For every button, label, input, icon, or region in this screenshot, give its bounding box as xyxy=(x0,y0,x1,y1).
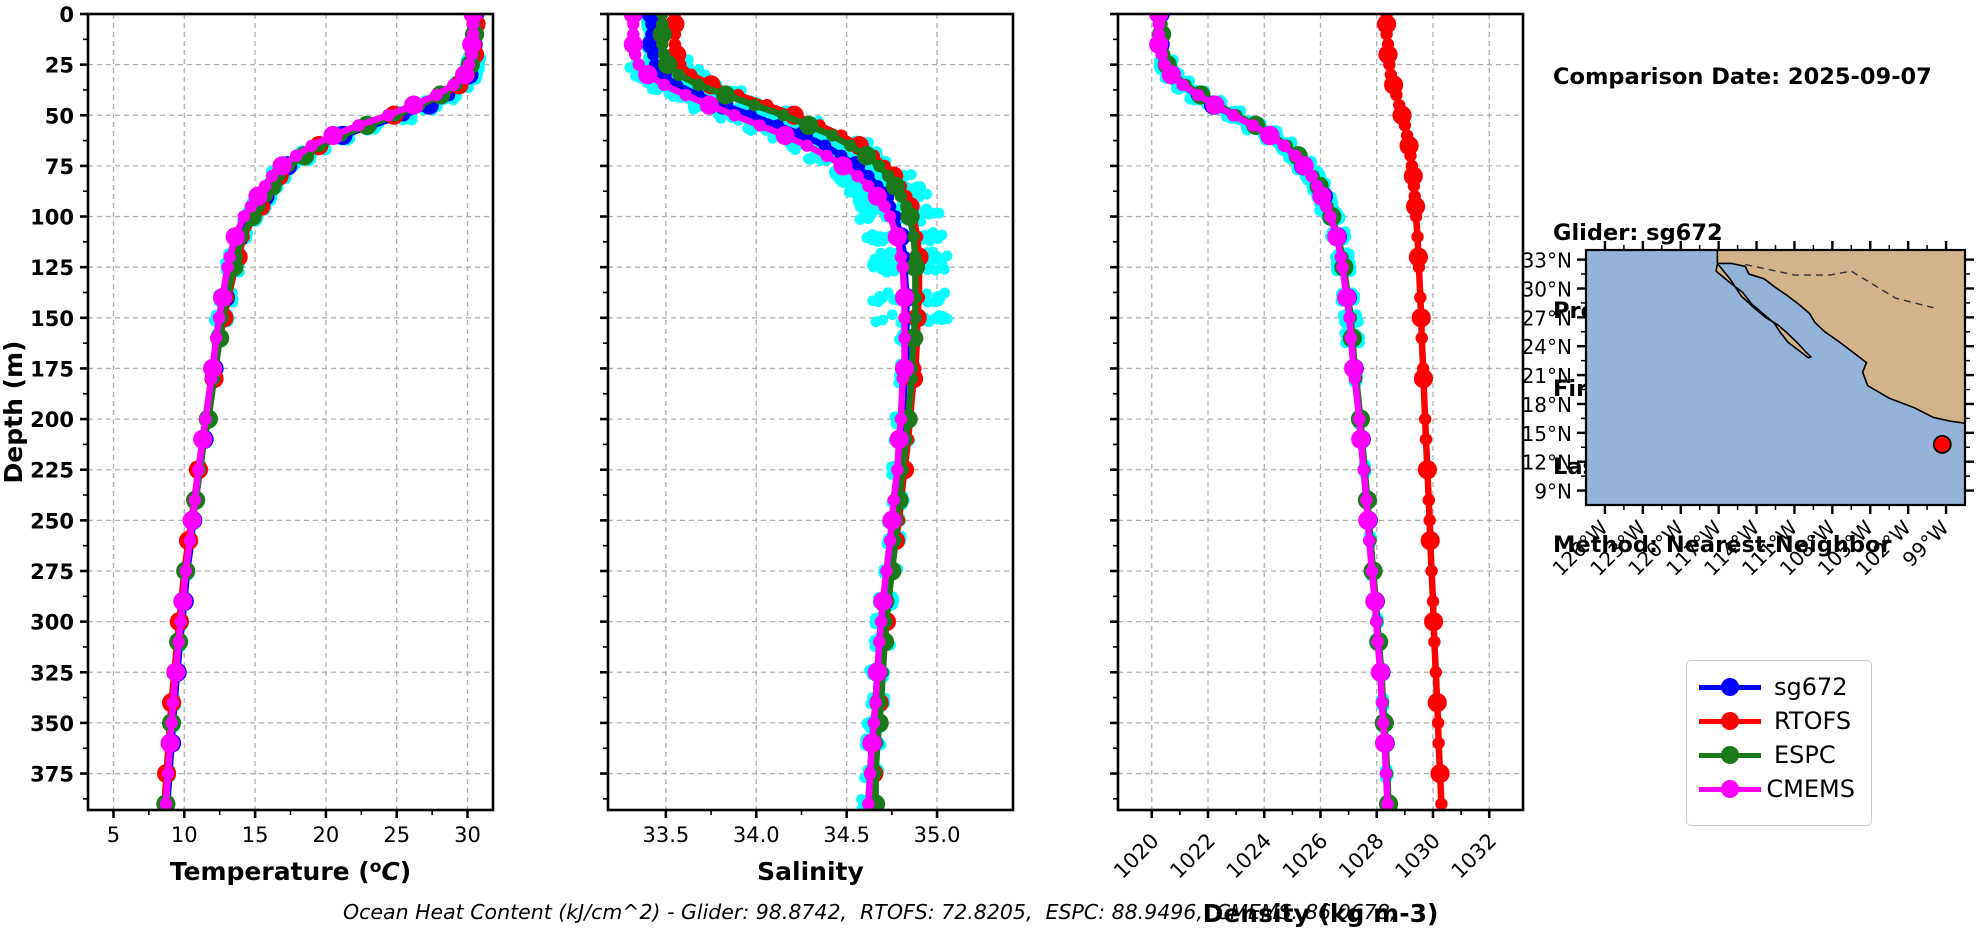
depth-tick-label: 350 xyxy=(30,712,74,736)
x-tick-label: 10 xyxy=(171,823,198,847)
x-tick-label: 35.0 xyxy=(914,823,961,847)
depth-tick-label: 250 xyxy=(30,509,74,533)
temperature-chart-svg: 5 10 15 20 25 30 Temperature (oC) 0 25 50 75 100 125… xyxy=(0,3,495,886)
lat-tick-label: 9°N xyxy=(1534,480,1572,504)
x-tick-label: 1028 xyxy=(1334,829,1389,884)
x-tick-label: 20 xyxy=(313,823,340,847)
grid-lines xyxy=(1118,13,1523,810)
x-tick-label: 1022 xyxy=(1165,829,1220,884)
glider-name-text: Glider: sg672 xyxy=(1553,220,1723,246)
series-rtofs xyxy=(1376,14,1450,810)
depth-tick-label: 25 xyxy=(45,54,74,78)
baja-california-peninsula xyxy=(1715,261,1813,359)
border-line xyxy=(1745,263,1934,309)
x-tick-label: 34.0 xyxy=(733,823,780,847)
temperature-profile-panel: 5 10 15 20 25 30 Temperature (oC) 0 25 50 75 100 125… xyxy=(0,0,520,890)
legend-dot-rtofs xyxy=(1721,712,1739,730)
legend-dot-cmems xyxy=(1721,780,1739,798)
legend-label-sg672: sg672 xyxy=(1774,673,1848,701)
comparison-date-text: Comparison Date: 2025-09-07 xyxy=(1553,64,1932,90)
axis-frame xyxy=(606,12,1015,812)
lat-tick-label: 21°N xyxy=(1522,364,1572,388)
svg-text:Temperature (oC): Temperature (oC) xyxy=(170,857,411,886)
depth-tick-label: 75 xyxy=(45,155,74,179)
depth-tick-label: 0 xyxy=(59,3,74,27)
depth-tick-label: 300 xyxy=(30,611,74,635)
depth-tick-label: 125 xyxy=(30,256,74,280)
latitude-axis: 33°N 30°N 27°N 24°N 21°N 18°N 15°N 12°N 9°N xyxy=(1522,249,1974,504)
legend-dot-sg672 xyxy=(1721,678,1739,696)
depth-tick-label: 225 xyxy=(30,459,74,483)
lat-tick-label: 18°N xyxy=(1522,393,1572,417)
legend-item-rtofs[interactable]: RTOFS xyxy=(1699,704,1855,738)
legend-key-rtofs xyxy=(1699,710,1761,732)
x-tick-label: 1020 xyxy=(1109,829,1164,884)
lat-tick-label: 33°N xyxy=(1522,249,1572,273)
series-cmems xyxy=(159,14,483,810)
legend-key-cmems xyxy=(1699,778,1761,800)
lat-tick-label: 27°N xyxy=(1522,306,1572,330)
x-axis-title: Density (kg m-3) xyxy=(1203,899,1439,928)
axis-frame xyxy=(86,12,495,812)
legend-label-espc: ESPC xyxy=(1774,741,1836,769)
depth-tick-label: 150 xyxy=(30,307,74,331)
x-tick-label: 25 xyxy=(383,823,410,847)
ocean-heat-content-footer: Ocean Heat Content (kJ/cm^2) - Glider: 9… xyxy=(343,900,1397,924)
series-cmems xyxy=(1149,14,1395,810)
x-tick-label: 5 xyxy=(107,823,120,847)
legend-label-cmems: CMEMS xyxy=(1766,775,1855,803)
density-profile-panel: 1020 1022 1024 1026 1028 1030 1032 Density (kg … xyxy=(1030,0,1550,928)
x-axis-ticks: 5 10 15 20 25 30 xyxy=(107,810,481,847)
density-chart-svg: 1020 1022 1024 1026 1028 1030 1032 Density (kg … xyxy=(1109,12,1525,928)
depth-axis-ticks: 0 25 50 75 100 125 150 175 200 225 250 275 300 325 350… xyxy=(30,3,88,800)
x-tick-label: 15 xyxy=(242,823,269,847)
x-tick-label: 1030 xyxy=(1390,829,1445,884)
depth-tick-label: 50 xyxy=(45,104,74,128)
lat-tick-label: 15°N xyxy=(1522,422,1572,446)
metadata-spacer xyxy=(1553,142,1973,168)
svg-text:Salinity: Salinity xyxy=(757,857,864,886)
x-tick-label: 30 xyxy=(454,823,481,847)
lat-tick-label: 12°N xyxy=(1522,451,1572,475)
depth-tick-label: 275 xyxy=(30,560,74,584)
grid-lines xyxy=(88,13,493,810)
depth-axis-ticks xyxy=(600,12,608,800)
series-cmems xyxy=(623,14,915,810)
lat-tick-label: 30°N xyxy=(1522,277,1572,301)
x-tick-label: 33.5 xyxy=(642,823,689,847)
location-map-svg[interactable]: 33°N30°N27°N24°N21°N18°N15°N12°N9°N126°W… xyxy=(1510,240,1978,660)
legend-key-espc xyxy=(1699,744,1761,766)
depth-tick-label: 325 xyxy=(30,661,74,685)
x-axis-title: Salinity xyxy=(757,857,864,886)
depth-tick-label: 175 xyxy=(30,357,74,381)
depth-axis-title: Depth (m) xyxy=(0,341,28,484)
salinity-profile-panel: 33.5 34.0 34.5 35.0 Salinity xyxy=(520,0,1040,890)
x-tick-label: 1024 xyxy=(1222,829,1277,884)
x-axis-ticks: 1020 1022 1024 1026 1028 1030 1032 xyxy=(1109,810,1501,883)
depth-axis-ticks xyxy=(1110,12,1118,800)
x-axis-title: Temperature (oC) xyxy=(170,857,411,886)
x-tick-label: 1032 xyxy=(1447,829,1502,884)
legend-item-cmems[interactable]: CMEMS xyxy=(1699,772,1855,806)
legend-dot-espc xyxy=(1721,746,1739,764)
x-tick-label: 34.5 xyxy=(823,823,870,847)
legend-label-rtofs: RTOFS xyxy=(1774,707,1852,735)
salinity-chart-svg: 33.5 34.0 34.5 35.0 Salinity xyxy=(600,12,1015,886)
lat-tick-label: 24°N xyxy=(1522,335,1572,359)
legend-key-sg672 xyxy=(1699,676,1761,698)
x-axis-ticks: 33.5 34.0 34.5 35.0 xyxy=(642,810,960,847)
x-tick-label: 1026 xyxy=(1278,829,1333,884)
method-text: Method: Nearest-Neighbor xyxy=(1553,532,1892,558)
legend-item-espc[interactable]: ESPC xyxy=(1699,738,1855,772)
legend-item-sg672[interactable]: sg672 xyxy=(1699,670,1855,704)
series-legend: sg672 RTOFS ESPC CMEMS xyxy=(1686,660,1872,826)
depth-tick-label: 375 xyxy=(30,763,74,787)
depth-tick-label: 200 xyxy=(30,408,74,432)
location-map-panel[interactable]: 33°N 30°N 27°N 24°N 21°N 18°N 15°N 12°N 9°N 126°W… xyxy=(1510,240,1978,660)
depth-tick-label: 100 xyxy=(30,206,74,230)
glider-position[interactable] xyxy=(1932,434,1952,454)
svg-text:Density (kg m-3): Density (kg m-3) xyxy=(1203,899,1439,928)
svg-text:Depth (m): Depth (m) xyxy=(0,341,28,484)
